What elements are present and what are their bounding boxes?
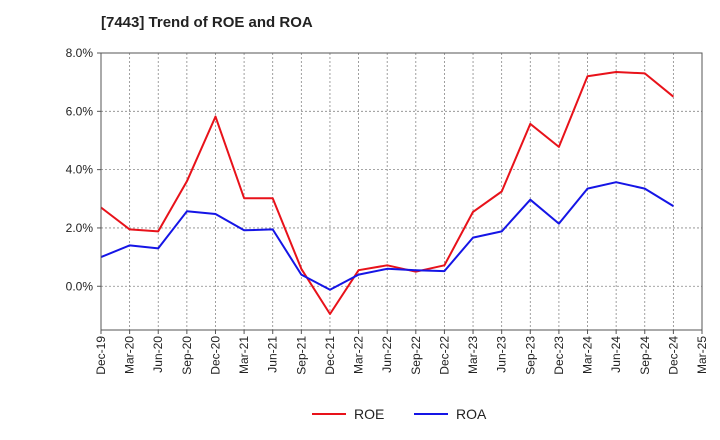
x-tick-label: Jun-22 <box>380 336 394 373</box>
x-tick-label: Sep-20 <box>180 336 194 375</box>
x-tick-label: Dec-22 <box>437 336 451 375</box>
legend-label-roa: ROA <box>456 406 487 422</box>
x-tick-label: Sep-22 <box>409 336 423 375</box>
series-line-roe <box>100 71 675 315</box>
x-tick-label: Mar-22 <box>352 336 366 374</box>
x-tick-label: Mar-20 <box>123 336 137 374</box>
x-tick-label: Jun-23 <box>495 336 509 373</box>
legend-label-roe: ROE <box>354 406 384 422</box>
x-tick-label: Sep-21 <box>294 336 308 375</box>
x-tick-label: Mar-25 <box>695 336 709 374</box>
series-lines <box>100 71 675 315</box>
x-tick-label: Dec-19 <box>94 336 108 375</box>
x-tick-label: Jun-21 <box>266 336 280 373</box>
x-tick-label: Dec-23 <box>552 336 566 375</box>
x-tick-label: Mar-21 <box>237 336 251 374</box>
x-tick-label: Mar-23 <box>466 336 480 374</box>
x-tick-label: Jun-20 <box>151 336 165 373</box>
x-tick-label: Mar-24 <box>581 336 595 374</box>
y-axis-ticks: 0.0% 2.0% 4.0% 6.0% 8.0% <box>66 46 101 293</box>
y-tick-label: 8.0% <box>66 46 94 60</box>
plot-border <box>100 52 703 331</box>
x-tick-label: Dec-20 <box>208 336 222 375</box>
grid <box>101 53 702 330</box>
y-tick-label: 4.0% <box>66 163 94 177</box>
x-tick-label: Sep-24 <box>638 336 652 375</box>
y-tick-label: 2.0% <box>66 221 94 235</box>
chart-title: [7443] Trend of ROE and ROA <box>101 14 313 31</box>
x-tick-label: Dec-24 <box>666 336 680 375</box>
series-line-roa <box>100 181 674 291</box>
y-tick-label: 0.0% <box>66 279 94 293</box>
x-tick-label: Jun-24 <box>609 336 623 373</box>
y-tick-label: 6.0% <box>66 104 94 118</box>
x-tick-label: Sep-23 <box>523 336 537 375</box>
x-tick-label: Dec-21 <box>323 336 337 375</box>
x-axis-ticks: Dec-19 Mar-20 Jun-20 Sep-20 Dec-20 Mar-21 Jun-… <box>94 330 709 375</box>
legend: ROE ROA <box>312 406 487 422</box>
